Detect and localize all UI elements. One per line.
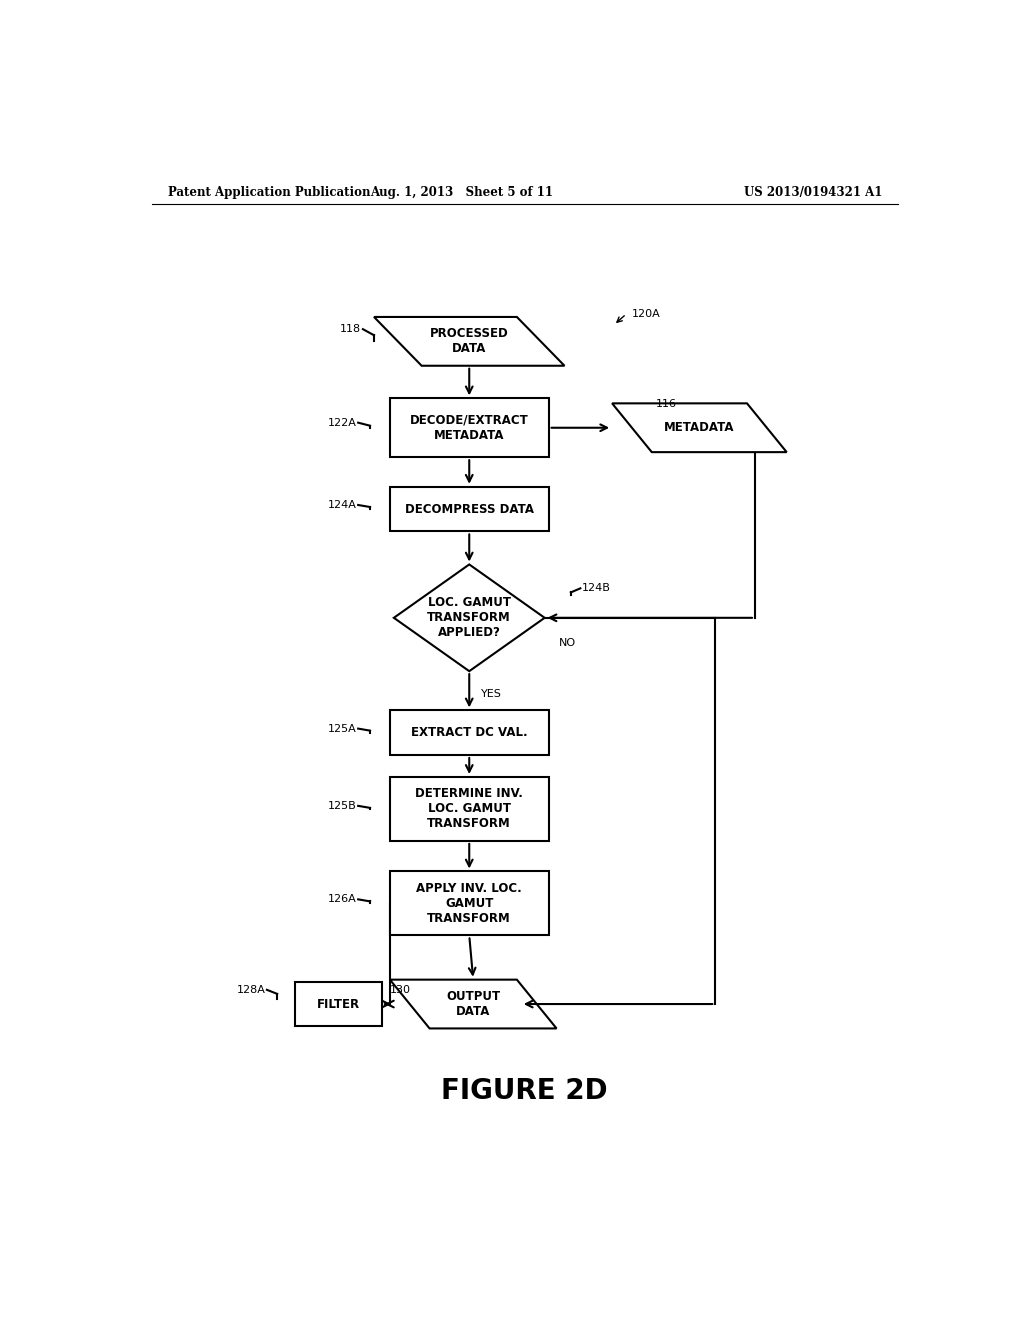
Text: 124A: 124A — [328, 500, 356, 510]
Polygon shape — [390, 979, 557, 1028]
Text: 125B: 125B — [328, 801, 356, 810]
Bar — [390, 399, 549, 457]
Text: 126A: 126A — [328, 895, 356, 904]
Bar — [390, 777, 549, 841]
Text: NO: NO — [559, 639, 577, 648]
Text: FIGURE 2D: FIGURE 2D — [441, 1077, 608, 1105]
Text: YES: YES — [481, 689, 502, 698]
Polygon shape — [394, 565, 545, 671]
Bar — [295, 982, 382, 1027]
Text: OUTPUT
DATA: OUTPUT DATA — [446, 990, 501, 1018]
Bar — [390, 710, 549, 755]
Text: DECODE/EXTRACT
METADATA: DECODE/EXTRACT METADATA — [410, 413, 528, 442]
Text: 130: 130 — [389, 985, 411, 995]
Text: 118: 118 — [339, 325, 360, 334]
Text: US 2013/0194321 A1: US 2013/0194321 A1 — [743, 186, 882, 199]
Bar — [390, 871, 549, 936]
Text: EXTRACT DC VAL.: EXTRACT DC VAL. — [411, 726, 527, 739]
Text: 128A: 128A — [237, 985, 265, 995]
Text: DECOMPRESS DATA: DECOMPRESS DATA — [404, 503, 534, 516]
Text: 125A: 125A — [328, 723, 356, 734]
Text: 122A: 122A — [328, 417, 356, 428]
Text: METADATA: METADATA — [665, 421, 734, 434]
Polygon shape — [612, 404, 786, 453]
Text: Patent Application Publication: Patent Application Publication — [168, 186, 371, 199]
Text: FILTER: FILTER — [316, 998, 359, 1011]
Text: APPLY INV. LOC.
GAMUT
TRANSFORM: APPLY INV. LOC. GAMUT TRANSFORM — [417, 882, 522, 925]
Bar — [390, 487, 549, 532]
Text: 124B: 124B — [582, 583, 610, 593]
Text: DETERMINE INV.
LOC. GAMUT
TRANSFORM: DETERMINE INV. LOC. GAMUT TRANSFORM — [416, 788, 523, 830]
Polygon shape — [374, 317, 564, 366]
Text: 120A: 120A — [632, 309, 660, 319]
Text: LOC. GAMUT
TRANSFORM
APPLIED?: LOC. GAMUT TRANSFORM APPLIED? — [427, 597, 511, 639]
Text: PROCESSED
DATA: PROCESSED DATA — [430, 327, 509, 355]
Text: 116: 116 — [655, 400, 677, 409]
Text: Aug. 1, 2013   Sheet 5 of 11: Aug. 1, 2013 Sheet 5 of 11 — [370, 186, 553, 199]
